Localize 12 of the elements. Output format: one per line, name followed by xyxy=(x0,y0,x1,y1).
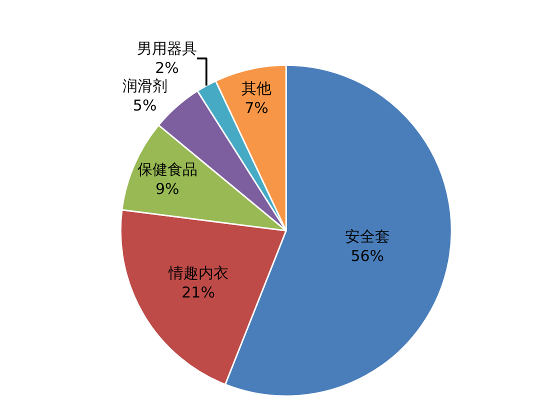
data-label: 9% xyxy=(155,180,180,198)
data-label: 5% xyxy=(132,96,157,115)
slice-label: 润滑剂 xyxy=(122,77,168,96)
slice-label: 保健食品 xyxy=(137,160,198,179)
data-label: 56% xyxy=(350,246,384,265)
data-label: 21% xyxy=(182,284,215,302)
data-label: 2% xyxy=(155,59,179,78)
slice-label: 安全套 xyxy=(344,227,390,246)
slice-label: 其他 xyxy=(241,79,272,98)
data-label: 7% xyxy=(244,98,268,117)
slice-label: 情趣内衣 xyxy=(167,264,228,282)
slice-label: 男用器具 xyxy=(137,40,198,58)
